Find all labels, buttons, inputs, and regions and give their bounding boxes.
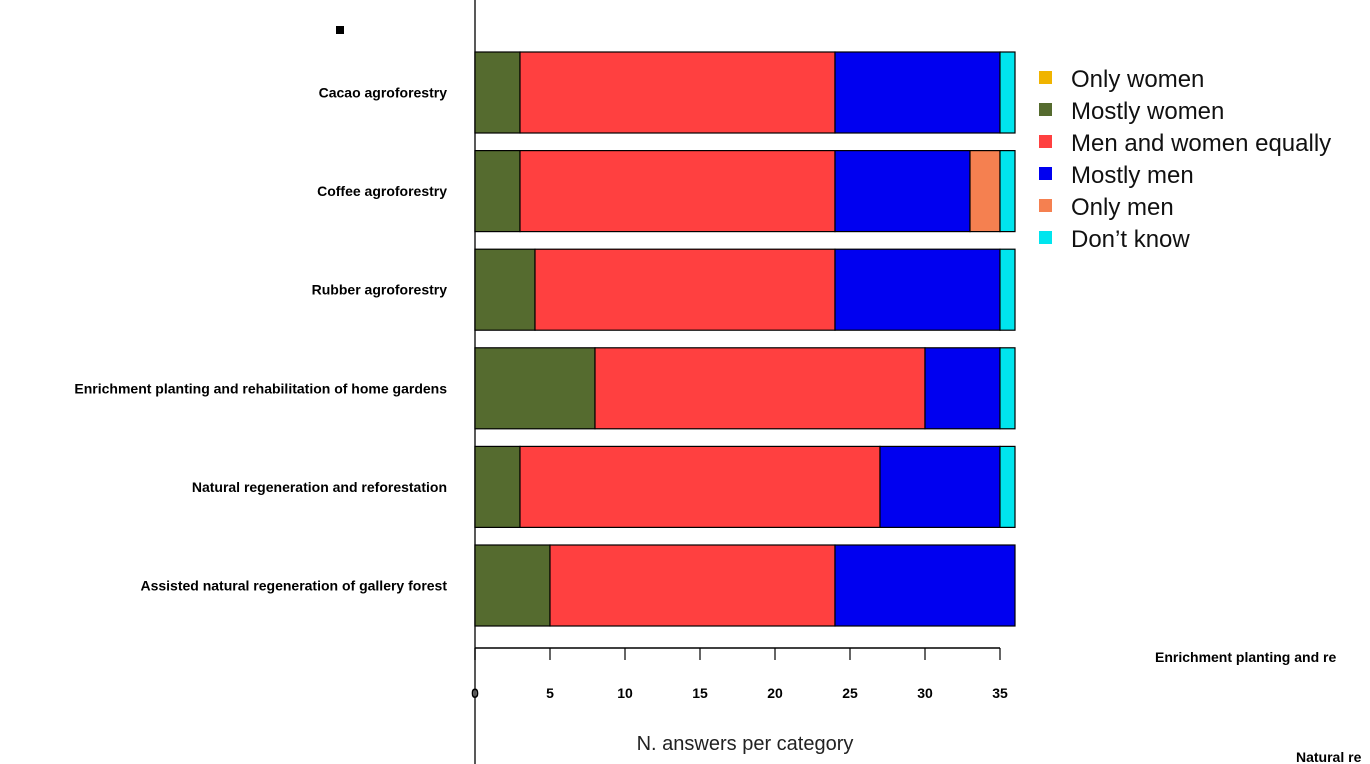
x-tick-label-10: 10: [617, 685, 633, 701]
bar-coffee-agroforestry-only-men: [969, 150, 1001, 233]
heading-fragment: [336, 26, 344, 34]
bar-assisted-natural-regeneration-of-gallery-forest-men-and-women-equally: [549, 544, 836, 627]
legend-swatch-men-and-women-equally: [1039, 135, 1052, 148]
bar-enrichment-planting-and-rehabilitation-of-home-gardens-don-t-know: [999, 347, 1016, 430]
bar-enrichment-planting-and-rehabilitation-of-home-gardens-mostly-women: [474, 347, 596, 430]
bar-enrichment-planting-and-rehabilitation-of-home-gardens-mostly-men: [924, 347, 1001, 430]
bar-assisted-natural-regeneration-of-gallery-forest-mostly-women: [474, 544, 551, 627]
bar-rubber-agroforestry-mostly-men: [834, 248, 1001, 331]
clipped-label-2: Natural re: [1296, 749, 1362, 764]
legend-label-mostly-men: Mostly men: [1071, 162, 1194, 189]
legend-swatch-only-men: [1039, 199, 1052, 212]
x-tick-label-20: 20: [767, 685, 783, 701]
x-tick-label-0: 0: [471, 685, 479, 701]
legend: Only women Mostly women Men and women equa…: [1039, 66, 1331, 253]
category-label-assisted-natural-regeneration-of-gallery-forest: Assisted natural regeneration of gallery…: [140, 578, 447, 594]
legend-swatch-don-t-know: [1039, 231, 1052, 244]
legend-label-don-t-know: Don’t know: [1071, 226, 1190, 253]
category-label-enrichment-planting-and-rehabilitation-of-home-gardens: Enrichment planting and rehabilitation o…: [74, 380, 447, 396]
bar-natural-regeneration-and-reforestation-mostly-men: [879, 445, 1001, 528]
legend-swatch-mostly-men: [1039, 167, 1052, 180]
category-label-rubber-agroforestry: Rubber agroforestry: [312, 282, 448, 298]
x-tick-label-30: 30: [917, 685, 933, 701]
category-label-natural-regeneration-and-reforestation: Natural regeneration and reforestation: [192, 479, 447, 495]
bar-cacao-agroforestry-mostly-men: [834, 51, 1001, 134]
x-axis-title: N. answers per category: [637, 733, 854, 755]
x-tick-label-25: 25: [842, 685, 858, 701]
x-tick-label-5: 5: [546, 685, 554, 701]
legend-label-only-men: Only men: [1071, 194, 1174, 221]
bar-coffee-agroforestry-men-and-women-equally: [519, 150, 836, 233]
clipped-label-1: Enrichment planting and re: [1155, 649, 1336, 665]
legend-swatch-mostly-women: [1039, 103, 1052, 116]
bar-cacao-agroforestry-mostly-women: [474, 51, 521, 134]
bar-natural-regeneration-and-reforestation-mostly-women: [474, 445, 521, 528]
legend-label-men-and-women-equally: Men and women equally: [1071, 130, 1331, 157]
legend-label-mostly-women: Mostly women: [1071, 98, 1224, 125]
x-axis: 0 5 10 15 20 25 30 35: [471, 647, 1008, 701]
category-labels: Cacao agroforestry Coffee agroforestry Rub…: [74, 85, 447, 594]
bar-rubber-agroforestry-mostly-women: [474, 248, 536, 331]
bar-rubber-agroforestry-don-t-know: [999, 248, 1016, 331]
x-tick-label-15: 15: [692, 685, 708, 701]
bar-enrichment-planting-and-rehabilitation-of-home-gardens-men-and-women-equally: [594, 347, 926, 430]
bars-layer: [474, 51, 1016, 627]
legend-swatch-only-women: [1039, 71, 1052, 84]
bar-rubber-agroforestry-men-and-women-equally: [534, 248, 836, 331]
category-label-cacao-agroforestry: Cacao agroforestry: [319, 85, 448, 101]
x-tick-label-35: 35: [992, 685, 1008, 701]
bar-coffee-agroforestry-don-t-know: [999, 150, 1016, 233]
bar-natural-regeneration-and-reforestation-men-and-women-equally: [519, 445, 881, 528]
bar-natural-regeneration-and-reforestation-don-t-know: [999, 445, 1016, 528]
bar-assisted-natural-regeneration-of-gallery-forest-mostly-men: [834, 544, 1016, 627]
bar-cacao-agroforestry-don-t-know: [999, 51, 1016, 134]
bar-cacao-agroforestry-men-and-women-equally: [519, 51, 836, 134]
category-label-coffee-agroforestry: Coffee agroforestry: [317, 183, 447, 199]
bar-coffee-agroforestry-mostly-women: [474, 150, 521, 233]
legend-label-only-women: Only women: [1071, 66, 1204, 93]
bar-coffee-agroforestry-mostly-men: [834, 150, 971, 233]
